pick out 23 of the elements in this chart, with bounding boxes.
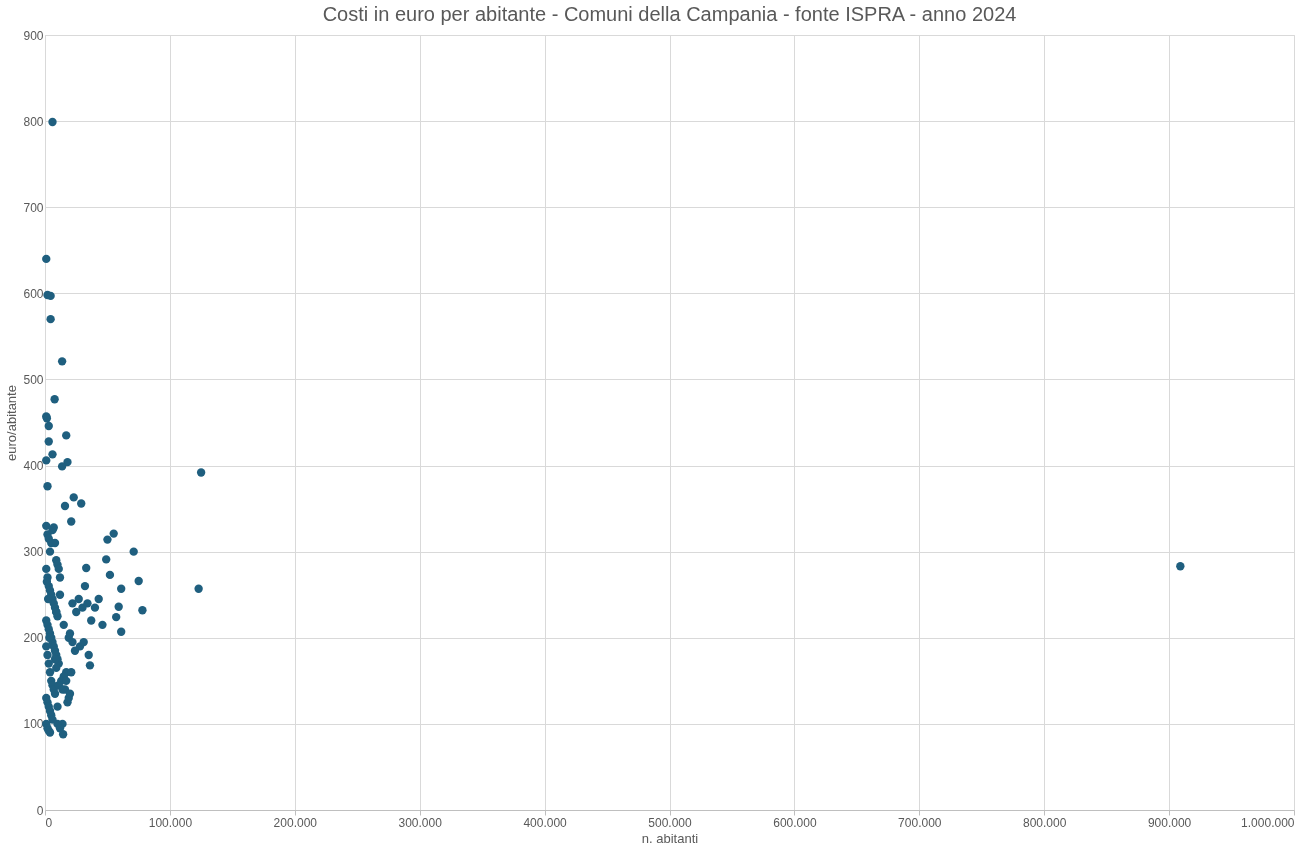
y-tick-label: 300: [23, 545, 44, 560]
x-tick-label: 1.000.000: [1241, 815, 1295, 830]
x-tick-label: 800.000: [1023, 815, 1067, 830]
chart-title: Costi in euro per abitante - Comuni della Campania - fonte ISPRA - anno 2024: [322, 3, 1017, 25]
x-tick-label: 900.000: [1147, 815, 1192, 830]
x-axis-title: n. abitanti: [641, 830, 699, 846]
y-tick-label: 700: [23, 200, 44, 215]
x-tick-label: 400.000: [523, 815, 568, 830]
x-tick-label: 600.000: [773, 815, 817, 830]
x-tick-label: 300.000: [398, 815, 443, 830]
y-tick-label: 900: [23, 28, 44, 43]
x-tick-label: 700.000: [898, 815, 942, 830]
y-tick-label: 200: [23, 631, 44, 646]
y-tick-label: 600: [23, 286, 44, 301]
y-tick-label: 800: [23, 114, 44, 129]
y-tick-label: 0: [36, 803, 44, 818]
y-tick-label: 100: [23, 717, 44, 732]
y-tick-label: 400: [23, 459, 44, 474]
y-tick-label: 500: [23, 372, 44, 387]
x-tick-label: 500.000: [648, 815, 693, 830]
x-tick-label: 100.000: [148, 815, 193, 830]
y-axis-title: euro/abitante: [4, 385, 20, 461]
x-tick-label: 200.000: [273, 815, 318, 830]
